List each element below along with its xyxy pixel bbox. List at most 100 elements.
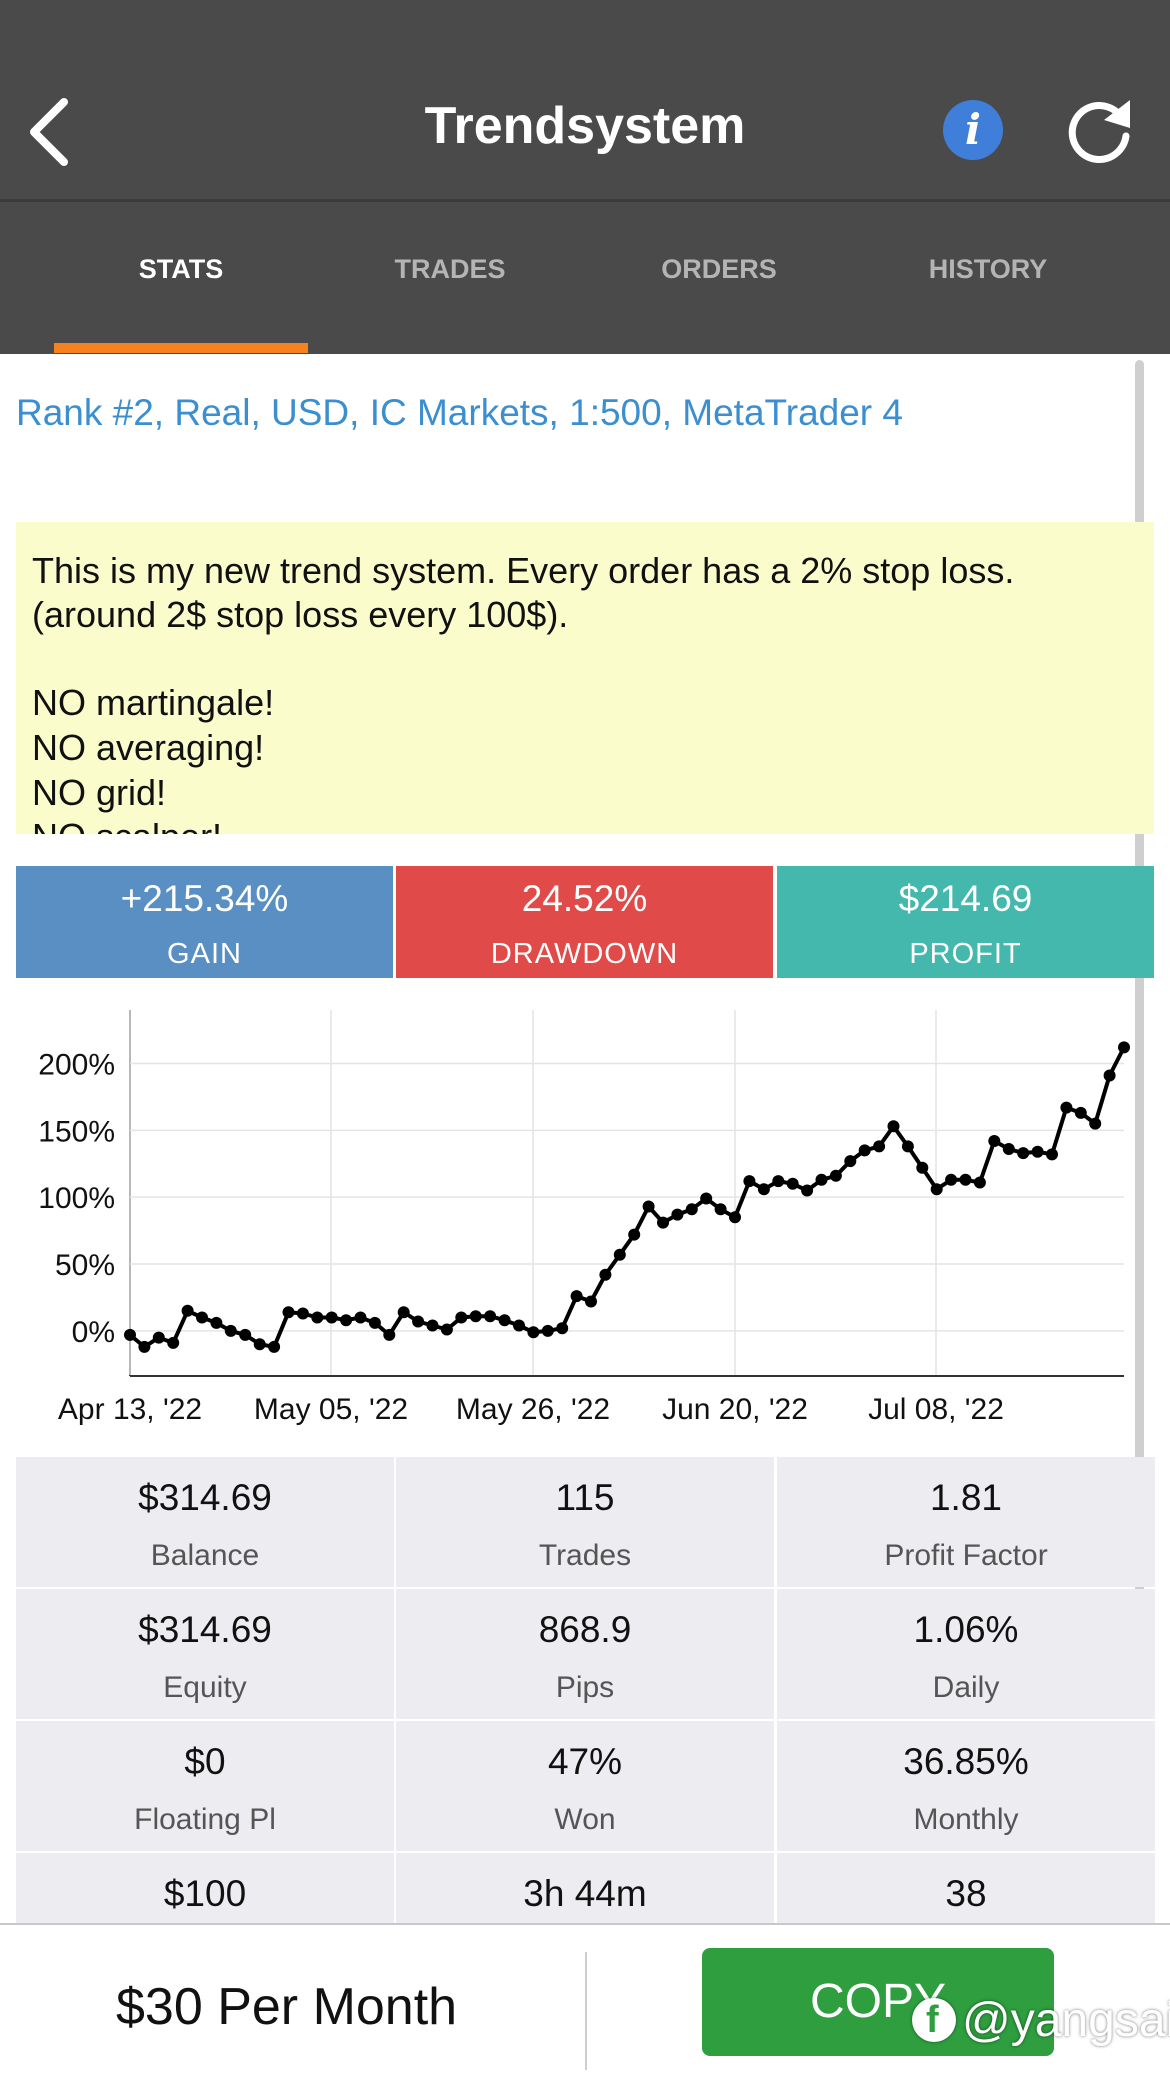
scrollbar-track[interactable]: [1135, 360, 1144, 1650]
data-point[interactable]: [368, 1316, 381, 1329]
data-point[interactable]: [440, 1323, 453, 1336]
data-point[interactable]: [829, 1169, 842, 1182]
data-point[interactable]: [858, 1144, 871, 1157]
data-point[interactable]: [930, 1183, 943, 1196]
watermark-text: @yangsail: [962, 1993, 1170, 2047]
tab-orders[interactable]: ORDERS: [661, 254, 777, 284]
data-point[interactable]: [513, 1319, 525, 1332]
data-point[interactable]: [613, 1248, 626, 1261]
data-point[interactable]: [181, 1304, 194, 1317]
data-point[interactable]: [224, 1324, 237, 1337]
data-point[interactable]: [527, 1326, 540, 1339]
data-point[interactable]: [556, 1322, 569, 1335]
stat-cell-profit-factor: 1.81 Profit Factor: [777, 1457, 1155, 1587]
data-point[interactable]: [887, 1120, 900, 1133]
data-point[interactable]: [901, 1140, 914, 1153]
data-point[interactable]: [383, 1328, 396, 1341]
y-tick-label: 150%: [38, 1115, 115, 1148]
data-point[interactable]: [340, 1314, 353, 1327]
data-point[interactable]: [599, 1268, 612, 1281]
info-icon[interactable]: i: [943, 100, 1003, 160]
data-point[interactable]: [757, 1183, 770, 1196]
data-point[interactable]: [1103, 1069, 1116, 1082]
data-point[interactable]: [152, 1331, 165, 1344]
data-point[interactable]: [397, 1306, 410, 1319]
tab-stats[interactable]: STATS: [138, 254, 224, 284]
data-point[interactable]: [268, 1340, 281, 1353]
data-point[interactable]: [325, 1311, 338, 1324]
tab-history[interactable]: HISTORY: [928, 254, 1048, 284]
data-point[interactable]: [498, 1314, 511, 1327]
account-info: Rank #2, Real, USD, IC Markets, 1:500, M…: [16, 392, 903, 433]
facebook-icon: [912, 1998, 956, 2042]
data-point[interactable]: [469, 1310, 482, 1323]
drawdown-value: 24.52%: [521, 878, 648, 919]
data-point[interactable]: [729, 1211, 741, 1224]
data-point[interactable]: [426, 1319, 439, 1332]
data-point[interactable]: [282, 1306, 295, 1319]
data-point[interactable]: [642, 1200, 655, 1213]
data-point[interactable]: [138, 1340, 151, 1353]
data-point[interactable]: [1002, 1143, 1015, 1155]
data-point[interactable]: [714, 1203, 727, 1216]
y-tick-label: 50%: [55, 1249, 115, 1282]
refresh-icon[interactable]: [1060, 90, 1140, 170]
data-point[interactable]: [973, 1176, 986, 1189]
data-point[interactable]: [700, 1192, 713, 1205]
data-point[interactable]: [239, 1328, 252, 1341]
stat-cell-monthly: 36.85% Monthly: [777, 1721, 1155, 1851]
data-point[interactable]: [786, 1177, 799, 1190]
data-point[interactable]: [296, 1307, 309, 1320]
data-point[interactable]: [685, 1203, 698, 1216]
data-point[interactable]: [844, 1155, 857, 1168]
data-point[interactable]: [1089, 1117, 1102, 1130]
stat-cell-won: 47% Won: [396, 1721, 774, 1851]
data-point[interactable]: [570, 1290, 583, 1303]
data-point[interactable]: [354, 1311, 367, 1324]
data-point[interactable]: [541, 1324, 554, 1337]
data-point[interactable]: [1060, 1101, 1073, 1114]
data-point[interactable]: [815, 1173, 828, 1186]
data-point[interactable]: [196, 1311, 208, 1324]
gain-chart[interactable]: 200% 150% 100% 50% 0% Apr 13, '22 May 05, '22…: [0, 995, 1170, 1440]
strategy-description[interactable]: This is my new trend system. Every order…: [16, 522, 1154, 834]
data-point[interactable]: [801, 1184, 814, 1197]
copy-button[interactable]: COPY: [702, 1948, 1054, 2056]
data-point[interactable]: [455, 1311, 468, 1324]
data-point[interactable]: [585, 1295, 597, 1308]
stat-value: 868.9: [538, 1609, 632, 1650]
stat-value: 115: [555, 1477, 615, 1518]
back-chevron-icon[interactable]: [22, 92, 82, 172]
data-point[interactable]: [916, 1161, 929, 1174]
data-point[interactable]: [743, 1175, 756, 1188]
data-point[interactable]: [988, 1135, 1001, 1147]
data-point[interactable]: [1017, 1147, 1030, 1160]
data-point[interactable]: [124, 1328, 136, 1341]
data-point[interactable]: [772, 1175, 785, 1188]
data-point[interactable]: [657, 1216, 669, 1229]
data-point[interactable]: [167, 1336, 180, 1349]
data-point[interactable]: [628, 1228, 641, 1241]
tab-trades[interactable]: TRADES: [394, 254, 506, 284]
data-point[interactable]: [1046, 1148, 1058, 1161]
data-point[interactable]: [1031, 1145, 1044, 1158]
stat-label: Daily: [932, 1671, 1000, 1704]
data-point[interactable]: [671, 1208, 684, 1221]
stat-label: Won: [554, 1803, 616, 1836]
data-point[interactable]: [1074, 1106, 1087, 1119]
data-point[interactable]: [484, 1310, 497, 1323]
data-point[interactable]: [253, 1338, 266, 1351]
stat-label: Trades: [538, 1539, 632, 1572]
description-line: NO scalper!: [32, 816, 222, 834]
data-point[interactable]: [311, 1311, 324, 1324]
data-point[interactable]: [873, 1140, 886, 1153]
data-point[interactable]: [412, 1315, 425, 1328]
description-line: This is my new trend system. Every order…: [32, 550, 1015, 591]
data-point[interactable]: [1118, 1041, 1130, 1054]
data-point[interactable]: [945, 1173, 958, 1186]
data-point[interactable]: [210, 1316, 223, 1329]
stat-cell-trades: 115 Trades: [396, 1457, 774, 1587]
stat-cell-pips: 868.9 Pips: [396, 1589, 774, 1719]
description-line: (around 2$ stop loss every 100$).: [32, 594, 569, 635]
data-point[interactable]: [959, 1173, 972, 1186]
